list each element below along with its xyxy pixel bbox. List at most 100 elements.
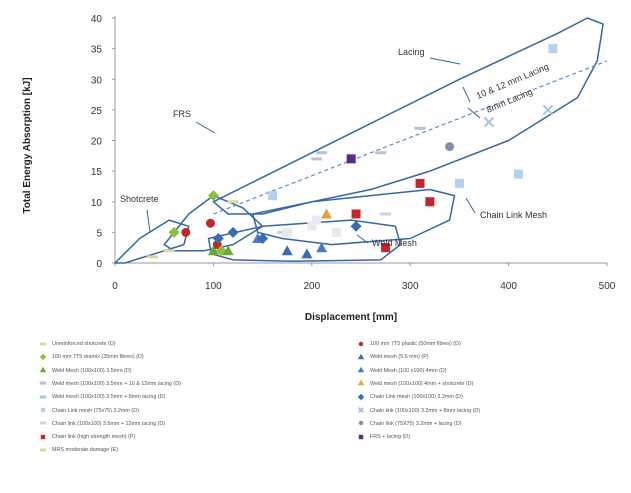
y-tick-label: 15	[91, 167, 103, 178]
legend-entry: Weld mesh (100x100) 4mm + shotcrete (D)	[356, 378, 473, 390]
x-tick-label: 500	[599, 281, 616, 292]
region-annotation: FRS	[173, 109, 191, 119]
legend-entry: 100 mm 7T5 plastic (50mm fibres) (D)	[356, 338, 461, 350]
legend-entry: Chain link (100x100) 3.5mm + 12mm lacing…	[38, 418, 165, 430]
region-annotation: Chain Link Mesh	[480, 210, 547, 220]
region-annotation: Lacing	[398, 47, 425, 57]
data-point	[227, 226, 239, 238]
chart-legend: Unreinforced shotcrete (D) 100 mm 7T5 dra…	[38, 338, 608, 488]
legend-entry: Weld Mesh (100x100) 3.5mm (D)	[38, 365, 132, 377]
data-point	[301, 248, 313, 259]
data-point	[542, 104, 554, 116]
legend-swatch	[39, 342, 47, 346]
legend-label: Chain Link mesh (100x100) 3.2mm (D)	[370, 394, 463, 401]
legend-label: 100 mm 7T5 dramix (35mm fibres) (D)	[52, 354, 144, 361]
data-point	[445, 142, 455, 152]
y-tick-label: 20	[91, 137, 103, 148]
annotation-leader	[465, 197, 476, 214]
data-point	[168, 226, 180, 238]
legend-label: FRS + lacing (D)	[370, 434, 410, 441]
legend-swatch	[39, 421, 47, 425]
region-envelope	[163, 194, 264, 252]
legend-swatch	[357, 353, 365, 360]
legend-swatch	[357, 393, 365, 400]
data-point	[316, 242, 328, 253]
data-point	[267, 191, 277, 201]
annotation-leader	[356, 234, 369, 244]
legend-swatch	[357, 366, 365, 373]
legend-swatch	[39, 366, 47, 373]
x-tick-label: 0	[112, 281, 118, 292]
annotation-leader	[467, 107, 481, 119]
x-tick-label: 200	[303, 281, 320, 292]
data-point	[483, 116, 495, 128]
data-point	[257, 233, 269, 244]
legend-entry: Chain link (100x100) 3.2mm + 8mm lacing …	[356, 405, 480, 417]
legend-swatch	[358, 341, 364, 346]
legend-label: Chain link (high strength mesh) (P)	[52, 434, 136, 441]
legend-marker	[357, 353, 365, 360]
legend-marker	[39, 395, 47, 399]
legend-label: Chain link (75X75) 3.2mm + lacing (D)	[370, 420, 462, 427]
annotation-leader	[146, 209, 151, 233]
legend-marker	[39, 342, 47, 346]
legend-marker	[39, 448, 47, 452]
legend-marker	[357, 393, 365, 400]
legend-swatch	[39, 353, 47, 361]
data-point	[548, 44, 558, 54]
annotation-leader	[462, 86, 471, 103]
data-point	[312, 215, 322, 225]
legend-label: MRS moderate damage (E)	[52, 447, 118, 454]
data-point	[375, 151, 387, 155]
data-point	[282, 227, 292, 237]
legend-marker	[357, 366, 365, 373]
x-axis-title: Displacement [mm]	[305, 312, 397, 323]
legend-label: Chain Link mesh (75x75) 3.2mm (D)	[52, 407, 139, 414]
x-tick-label: 300	[402, 281, 419, 292]
data-point	[316, 151, 328, 155]
data-point	[321, 208, 333, 219]
x-tick-label: 400	[500, 281, 517, 292]
legend-marker	[358, 407, 364, 413]
x-tick-label: 100	[205, 281, 222, 292]
legend-marker	[358, 421, 364, 426]
data-point	[146, 255, 158, 259]
legend-entry: MRS moderate damage (E)	[38, 444, 118, 456]
data-point	[331, 227, 341, 237]
trend-line	[213, 60, 608, 215]
data-point	[351, 209, 361, 219]
legend-entry: Chain link (75X75) 3.2mm + lacing (D)	[356, 418, 462, 430]
legend-marker	[40, 407, 46, 413]
y-axis-title: Total Energy Absorption [kJ]	[22, 77, 33, 213]
legend-label: Unreinforced shotcrete (D)	[52, 341, 116, 347]
y-tick-label: 0	[96, 259, 102, 270]
data-point	[311, 157, 323, 161]
y-tick-label: 10	[91, 198, 103, 209]
legend-swatch	[40, 407, 46, 413]
data-point	[207, 190, 219, 202]
data-point	[181, 227, 191, 237]
region-envelope	[252, 188, 456, 246]
legend-label: Weld mesh (100x100) 4mm + shotcrete (D)	[370, 380, 474, 387]
region-envelope	[212, 17, 604, 215]
y-tick-label: 40	[91, 14, 103, 25]
legend-marker	[357, 380, 365, 386]
legend-marker	[358, 341, 364, 346]
data-point	[276, 230, 288, 234]
legend-label: Weld Mesh (100 x100) 4mm (D)	[370, 367, 447, 374]
legend-swatch	[358, 421, 364, 426]
legend-label: Chain link (100x100) 3.5mm + 12mm lacing…	[52, 420, 166, 427]
legend-entry: Weld mesh (100x100) 3.5mm + 8mm lacing (…	[38, 391, 165, 403]
legend-marker	[39, 381, 47, 385]
legend-marker	[39, 421, 47, 425]
region-envelope	[207, 219, 402, 262]
region-annotation: Shotcrete	[120, 194, 159, 204]
data-point	[281, 245, 293, 256]
legend-entry: 100 mm 7T5 dramix (35mm fibres) (D)	[38, 351, 144, 363]
data-point	[454, 178, 464, 188]
legend-entry: Unreinforced shotcrete (D)	[38, 338, 116, 350]
data-point	[415, 178, 425, 188]
legend-swatch	[357, 380, 365, 386]
data-point	[212, 233, 224, 244]
